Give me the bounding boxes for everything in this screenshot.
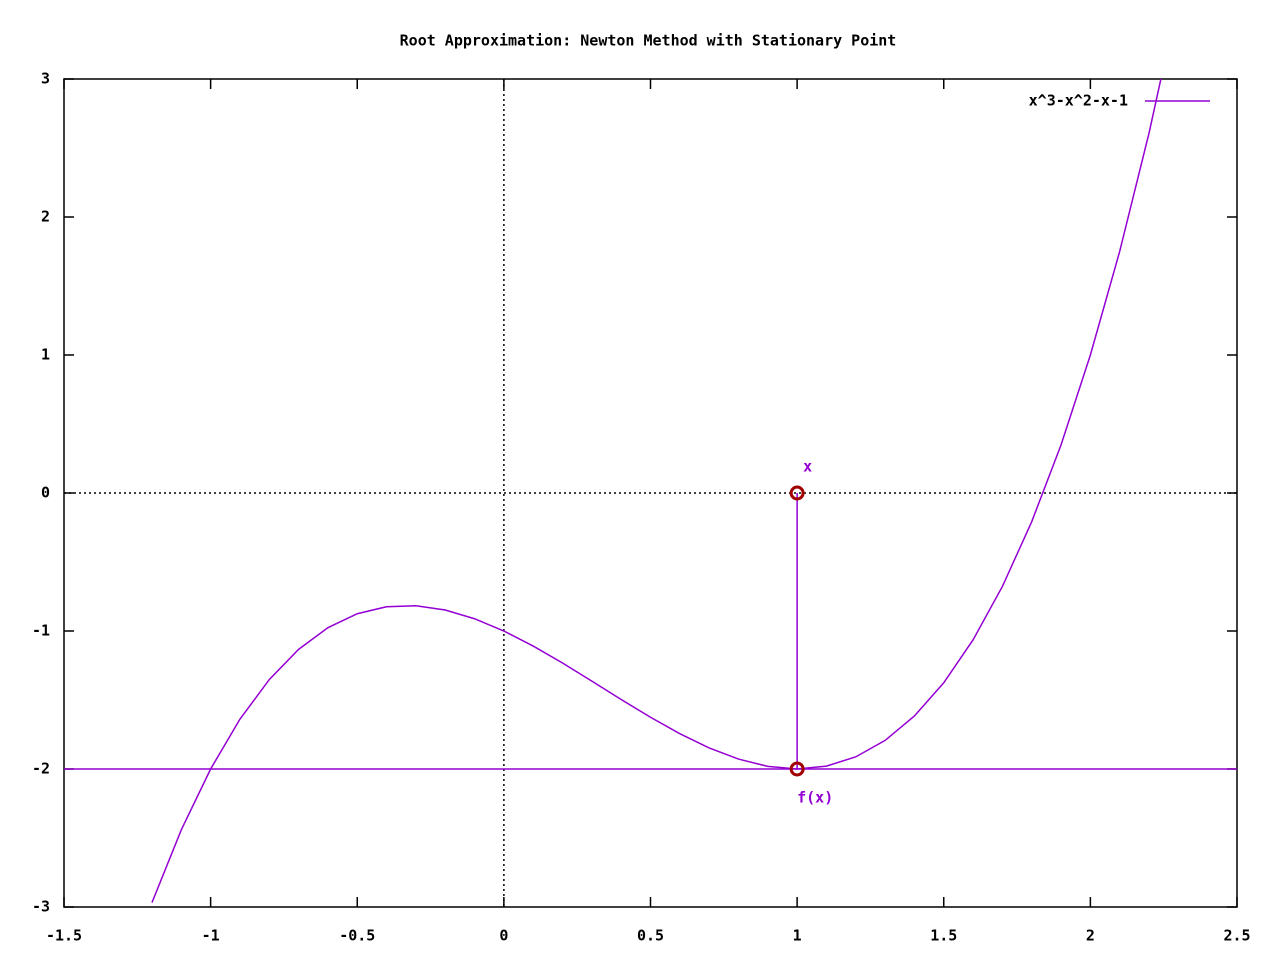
y-tick-label: -1 bbox=[32, 622, 50, 640]
x-tick-label: 2.5 bbox=[1223, 927, 1250, 945]
annotation: x bbox=[803, 458, 812, 476]
x-tick-label: 1 bbox=[793, 927, 802, 945]
y-tick-label: 1 bbox=[41, 346, 50, 364]
series-line bbox=[151, 79, 1162, 903]
annotation: f(x) bbox=[797, 789, 833, 807]
point bbox=[789, 761, 805, 777]
y-tick-label: 2 bbox=[41, 208, 50, 226]
x-tick-label: 0.5 bbox=[637, 927, 664, 945]
point bbox=[789, 485, 805, 501]
y-tick-label: 3 bbox=[41, 70, 50, 88]
x-tick-label: 1.5 bbox=[930, 927, 957, 945]
legend-label: x^3-x^2-x-1 bbox=[1029, 92, 1128, 110]
y-tick-label: -2 bbox=[32, 760, 50, 778]
x-tick-label: 2 bbox=[1086, 927, 1095, 945]
y-tick-label: -3 bbox=[32, 898, 50, 916]
x-tick-label: -0.5 bbox=[339, 927, 375, 945]
x-tick-label: 0 bbox=[499, 927, 508, 945]
y-tick-label: 0 bbox=[41, 484, 50, 502]
x-tick-label: -1.5 bbox=[46, 927, 82, 945]
x-tick-label: -1 bbox=[202, 927, 220, 945]
plot-frame bbox=[63, 78, 1238, 908]
chart-title: Root Approximation: Newton Method with S… bbox=[400, 32, 897, 50]
